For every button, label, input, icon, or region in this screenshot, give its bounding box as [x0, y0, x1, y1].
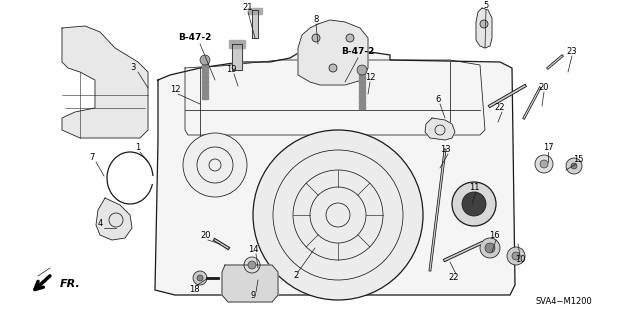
Polygon shape	[425, 118, 455, 140]
Text: 14: 14	[248, 246, 259, 255]
Bar	[359, 100, 365, 103]
Bar	[359, 80, 365, 84]
Bar	[359, 70, 365, 73]
Circle shape	[329, 64, 337, 72]
Text: 8: 8	[314, 16, 319, 25]
Circle shape	[480, 238, 500, 258]
Circle shape	[253, 130, 423, 300]
Text: 7: 7	[90, 153, 95, 162]
Bar	[359, 85, 365, 88]
Polygon shape	[96, 198, 132, 240]
Bar	[202, 70, 208, 73]
Text: B-47-2: B-47-2	[179, 33, 212, 42]
Polygon shape	[222, 265, 278, 302]
Circle shape	[183, 133, 247, 197]
Circle shape	[507, 247, 525, 265]
Text: 2: 2	[293, 271, 299, 280]
Polygon shape	[62, 26, 148, 138]
Circle shape	[566, 158, 582, 174]
Circle shape	[197, 275, 203, 281]
Bar	[359, 90, 365, 93]
Bar	[248, 8, 262, 14]
Bar	[202, 95, 208, 99]
Circle shape	[244, 257, 260, 273]
Text: 17: 17	[543, 144, 554, 152]
Text: 4: 4	[97, 219, 102, 228]
Polygon shape	[155, 52, 515, 295]
Text: 18: 18	[189, 286, 199, 294]
Text: FR.: FR.	[60, 279, 81, 289]
Circle shape	[248, 261, 256, 269]
Text: 1: 1	[136, 144, 141, 152]
Text: 3: 3	[131, 63, 136, 72]
Bar	[202, 75, 208, 78]
Circle shape	[540, 160, 548, 168]
Text: 22: 22	[449, 273, 460, 283]
Text: 16: 16	[489, 232, 499, 241]
Text: 21: 21	[243, 4, 253, 12]
Bar	[202, 85, 208, 88]
Circle shape	[357, 65, 367, 75]
Text: 22: 22	[495, 103, 505, 113]
Circle shape	[346, 34, 354, 42]
Circle shape	[571, 163, 577, 169]
Circle shape	[452, 182, 496, 226]
Polygon shape	[298, 20, 368, 85]
Bar	[202, 65, 208, 69]
Bar	[359, 75, 365, 78]
Circle shape	[485, 243, 495, 253]
Bar	[252, 10, 258, 38]
Text: 12: 12	[170, 85, 180, 94]
Text: SVA4−M1200: SVA4−M1200	[536, 298, 593, 307]
Text: 20: 20	[539, 84, 549, 93]
Circle shape	[312, 34, 320, 42]
Circle shape	[462, 192, 486, 216]
Bar	[359, 105, 365, 108]
Text: 13: 13	[440, 145, 451, 154]
Text: 11: 11	[468, 183, 479, 192]
Text: 20: 20	[201, 232, 211, 241]
Text: 12: 12	[365, 73, 375, 83]
Bar	[202, 60, 208, 63]
Bar	[232, 44, 242, 70]
Text: 23: 23	[566, 48, 577, 56]
Bar	[202, 90, 208, 93]
Circle shape	[480, 20, 488, 28]
Bar	[229, 40, 245, 48]
Text: B-47-2: B-47-2	[341, 48, 374, 56]
Circle shape	[512, 252, 520, 260]
Text: 10: 10	[515, 256, 525, 264]
Text: 15: 15	[573, 155, 583, 165]
Text: 9: 9	[250, 292, 255, 300]
Text: 6: 6	[435, 95, 441, 105]
Circle shape	[193, 271, 207, 285]
Bar	[359, 95, 365, 99]
Text: 5: 5	[483, 2, 488, 11]
Bar	[202, 80, 208, 84]
Text: 19: 19	[226, 65, 236, 75]
Circle shape	[535, 155, 553, 173]
Polygon shape	[476, 8, 492, 48]
Circle shape	[200, 55, 210, 65]
